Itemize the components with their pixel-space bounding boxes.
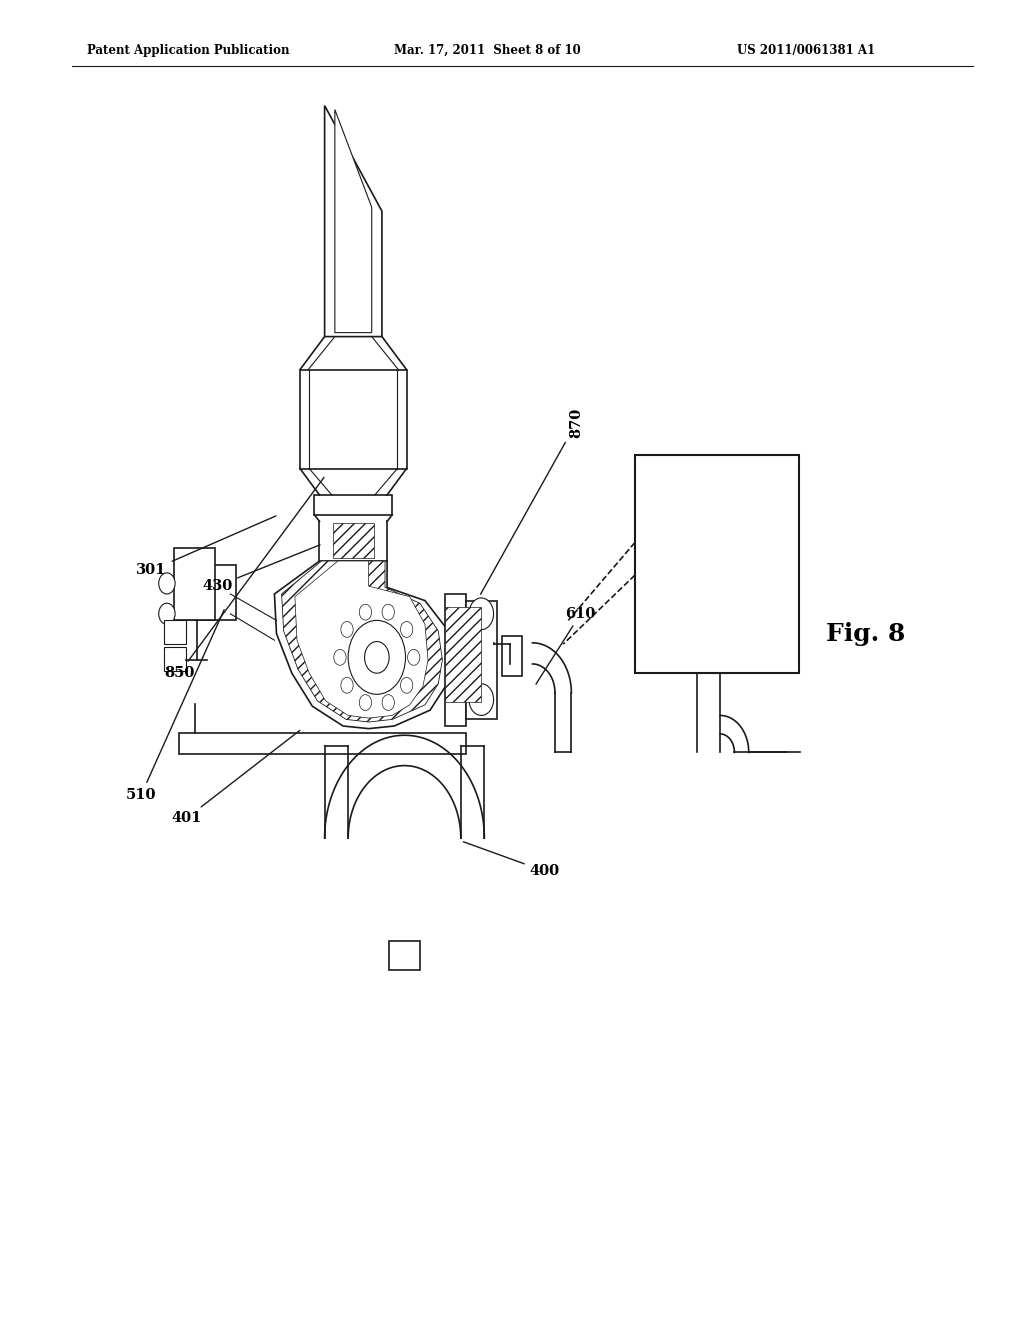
Text: Patent Application Publication: Patent Application Publication <box>87 44 290 57</box>
Text: 430: 430 <box>202 545 319 593</box>
Text: 401: 401 <box>171 730 300 825</box>
Bar <box>179 733 466 754</box>
Bar <box>164 620 186 644</box>
Bar <box>389 941 420 970</box>
Circle shape <box>382 605 394 620</box>
Text: 850: 850 <box>164 478 324 680</box>
Polygon shape <box>295 561 428 718</box>
Bar <box>635 455 799 673</box>
Text: 870: 870 <box>480 408 584 594</box>
Circle shape <box>382 694 394 710</box>
Circle shape <box>159 603 175 624</box>
Circle shape <box>400 622 413 638</box>
Bar <box>466 601 497 719</box>
Circle shape <box>341 622 353 638</box>
Text: 610: 610 <box>536 607 596 684</box>
Bar <box>333 523 374 558</box>
Polygon shape <box>282 561 442 722</box>
Circle shape <box>334 649 346 665</box>
Circle shape <box>359 694 372 710</box>
Text: US 2011/0061381 A1: US 2011/0061381 A1 <box>737 44 876 57</box>
Circle shape <box>469 598 494 630</box>
Bar <box>164 647 186 671</box>
Bar <box>174 548 215 620</box>
Circle shape <box>365 642 389 673</box>
Circle shape <box>469 684 494 715</box>
Polygon shape <box>325 106 382 337</box>
Circle shape <box>159 573 175 594</box>
Circle shape <box>341 677 353 693</box>
Circle shape <box>400 677 413 693</box>
Text: 510: 510 <box>126 610 224 801</box>
Circle shape <box>348 620 406 694</box>
Bar <box>314 495 392 515</box>
Bar <box>300 370 407 469</box>
Polygon shape <box>335 110 372 333</box>
Bar <box>502 636 522 676</box>
Bar <box>445 594 466 726</box>
Text: 301: 301 <box>136 516 276 577</box>
Bar <box>445 607 481 702</box>
Text: Mar. 17, 2011  Sheet 8 of 10: Mar. 17, 2011 Sheet 8 of 10 <box>394 44 581 57</box>
Polygon shape <box>274 561 451 729</box>
Circle shape <box>359 605 372 620</box>
Circle shape <box>408 649 420 665</box>
Text: Fig. 8: Fig. 8 <box>825 622 905 645</box>
Bar <box>179 565 236 620</box>
Text: 400: 400 <box>464 842 560 878</box>
